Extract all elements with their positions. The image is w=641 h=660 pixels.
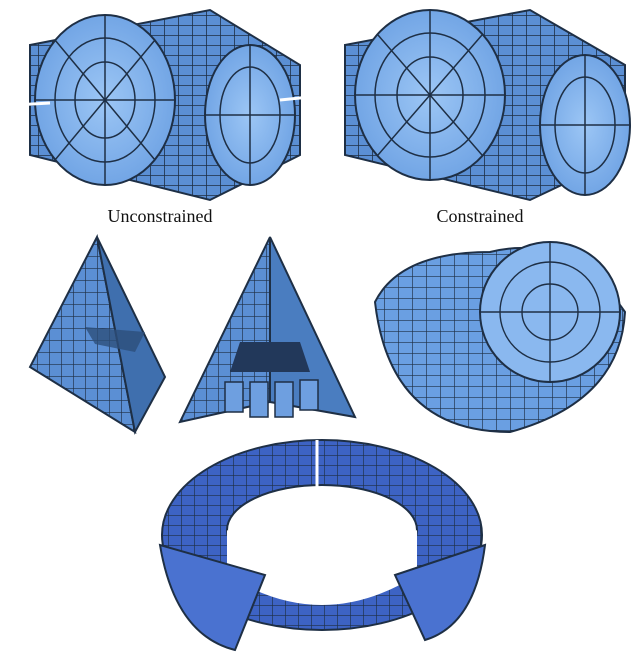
unconstrained-pyramid-render — [25, 232, 170, 437]
unconstrained-cylinder-render — [10, 5, 310, 205]
torus-render — [155, 435, 490, 657]
constrained-cylinder-render — [330, 5, 635, 205]
constrained-pyramid-render — [170, 232, 370, 437]
caption-unconstrained: Unconstrained — [107, 206, 213, 226]
dome-render — [370, 232, 632, 437]
caption-constrained: Constrained — [436, 206, 524, 226]
